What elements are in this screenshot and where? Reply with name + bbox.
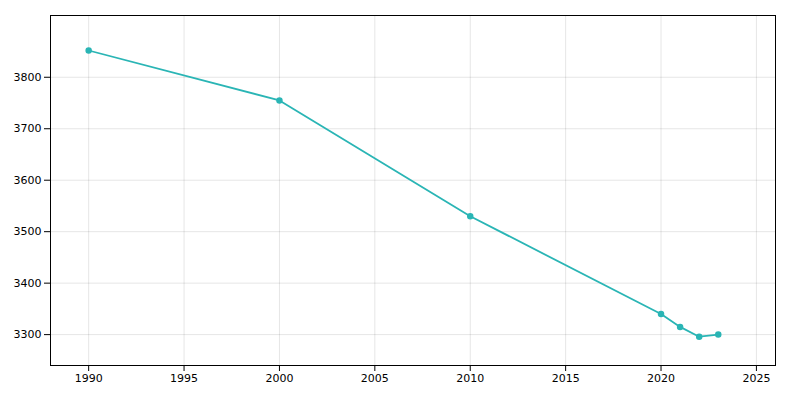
svg-text:3500: 3500: [14, 225, 42, 238]
svg-text:3300: 3300: [14, 328, 42, 341]
svg-text:1990: 1990: [75, 372, 103, 385]
svg-text:3400: 3400: [14, 277, 42, 290]
svg-text:1995: 1995: [170, 372, 198, 385]
svg-text:3700: 3700: [14, 122, 42, 135]
svg-text:2010: 2010: [456, 372, 484, 385]
svg-text:2005: 2005: [361, 372, 389, 385]
svg-text:3600: 3600: [14, 174, 42, 187]
svg-text:2020: 2020: [647, 372, 675, 385]
svg-text:2000: 2000: [265, 372, 293, 385]
svg-text:2025: 2025: [742, 372, 770, 385]
svg-text:2015: 2015: [552, 372, 580, 385]
svg-text:3800: 3800: [14, 71, 42, 84]
